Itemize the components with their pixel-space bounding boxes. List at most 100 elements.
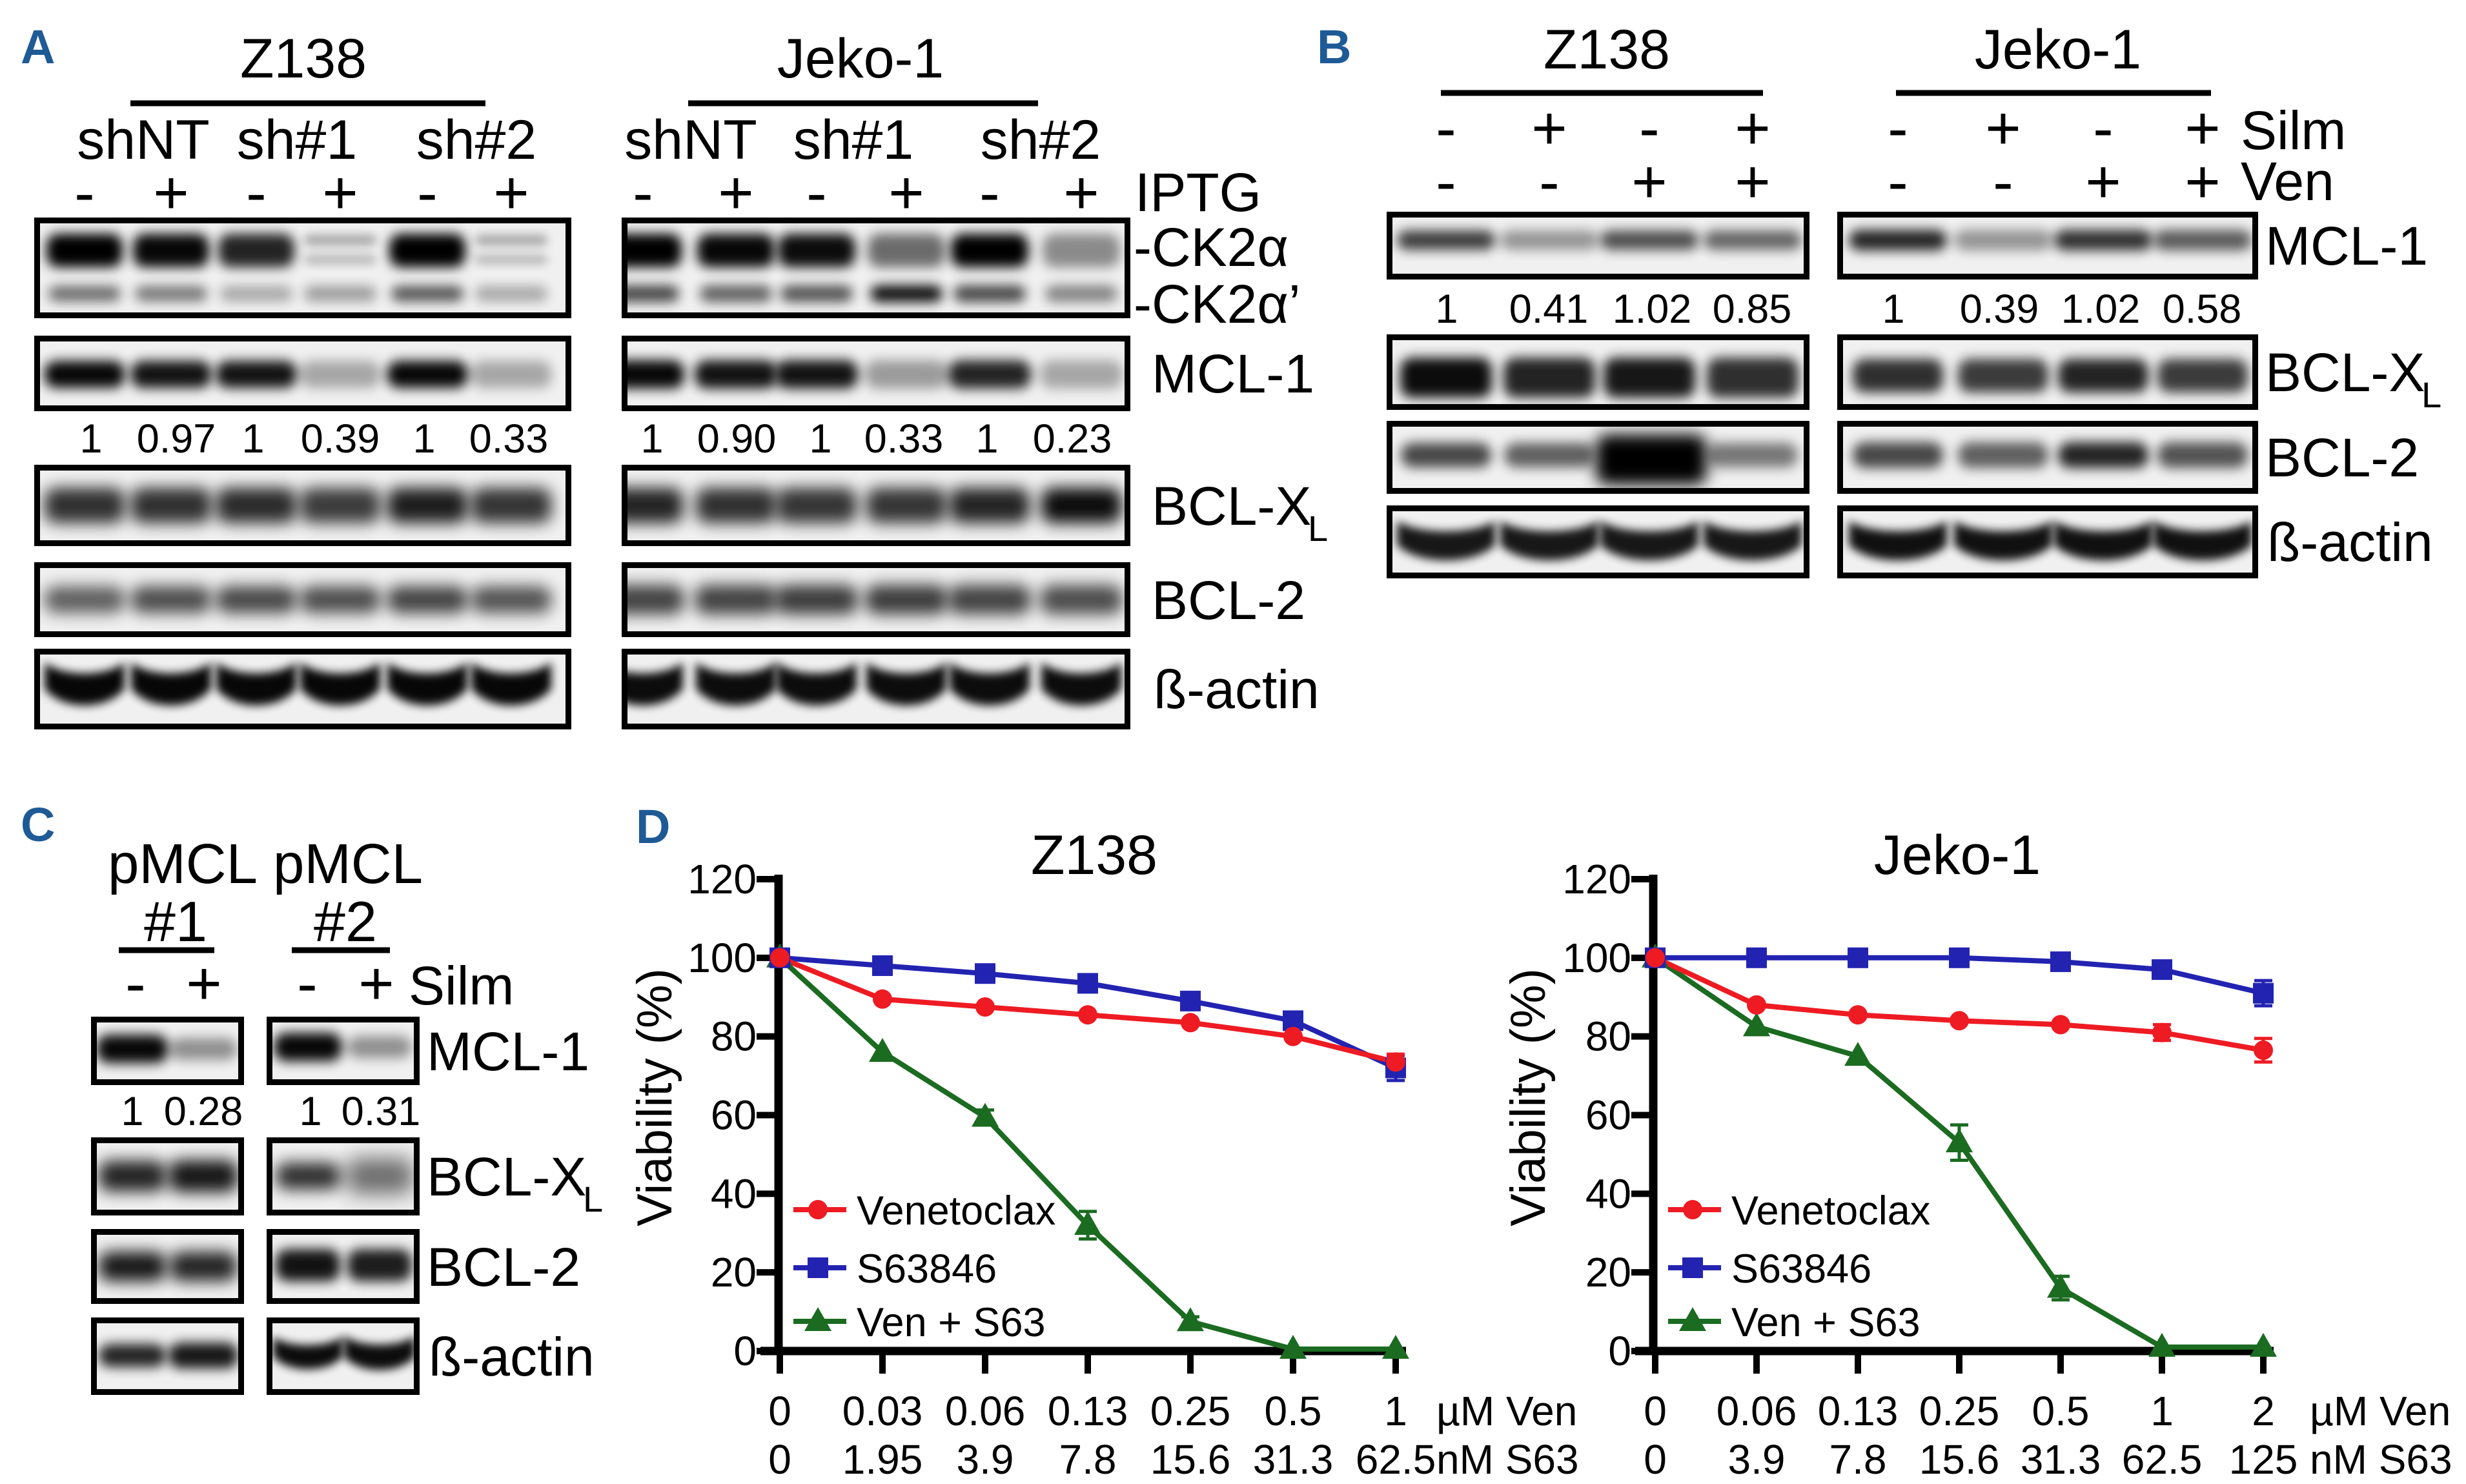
svg-text:Z138: Z138 bbox=[1031, 824, 1157, 886]
svg-text:-: - bbox=[246, 159, 267, 227]
svg-text:60: 60 bbox=[1585, 1092, 1631, 1138]
svg-text:0.33: 0.33 bbox=[864, 416, 944, 462]
svg-text:0.85: 0.85 bbox=[1713, 287, 1792, 332]
svg-text:62.5: 62.5 bbox=[1356, 1436, 1436, 1483]
svg-text:L: L bbox=[1308, 508, 1328, 549]
svg-text:1: 1 bbox=[1435, 287, 1458, 332]
svg-text:-: - bbox=[1436, 94, 1456, 163]
svg-text:100: 100 bbox=[688, 935, 757, 981]
svg-text:µM Ven: µM Ven bbox=[1436, 1388, 1577, 1434]
svg-text:A: A bbox=[21, 20, 55, 74]
svg-text:+: + bbox=[2185, 94, 2220, 163]
svg-text:-: - bbox=[633, 159, 653, 227]
svg-text:20: 20 bbox=[1585, 1249, 1631, 1296]
svg-text:pMCL: pMCL bbox=[108, 833, 258, 895]
svg-text:0.06: 0.06 bbox=[945, 1388, 1026, 1434]
svg-text:7.8: 7.8 bbox=[1829, 1436, 1887, 1483]
svg-text:L: L bbox=[2421, 374, 2441, 415]
svg-text:-: - bbox=[297, 950, 318, 1018]
svg-text:0: 0 bbox=[1644, 1436, 1667, 1483]
svg-text:0.39: 0.39 bbox=[301, 416, 380, 462]
svg-text:-: - bbox=[1888, 148, 1908, 216]
svg-text:0: 0 bbox=[768, 1436, 791, 1483]
svg-text:-: - bbox=[1539, 148, 1560, 216]
svg-text:100: 100 bbox=[1562, 935, 1631, 981]
svg-text:BCL-X: BCL-X bbox=[1152, 476, 1311, 536]
svg-text:BCL-2: BCL-2 bbox=[427, 1237, 580, 1297]
svg-text:Venetoclax: Venetoclax bbox=[1731, 1188, 1930, 1234]
svg-text:Silm: Silm bbox=[2241, 100, 2346, 161]
svg-text:Z138: Z138 bbox=[1544, 19, 1670, 81]
svg-text:1: 1 bbox=[640, 416, 663, 462]
svg-text:0.03: 0.03 bbox=[842, 1388, 923, 1434]
svg-text:-: - bbox=[1436, 148, 1456, 216]
svg-text:Venetoclax: Venetoclax bbox=[857, 1188, 1055, 1234]
svg-text:0: 0 bbox=[733, 1328, 757, 1374]
svg-text:1: 1 bbox=[809, 416, 831, 462]
svg-text:+: + bbox=[1735, 148, 1770, 216]
svg-text:-CK2α: -CK2α bbox=[1134, 217, 1289, 278]
svg-text:120: 120 bbox=[1562, 856, 1631, 902]
svg-text:3.9: 3.9 bbox=[1728, 1436, 1786, 1483]
svg-text:1: 1 bbox=[121, 1089, 143, 1134]
svg-text:0.5: 0.5 bbox=[2032, 1388, 2090, 1434]
svg-text:Ven: Ven bbox=[2241, 151, 2334, 212]
svg-text:62.5: 62.5 bbox=[2122, 1436, 2203, 1483]
svg-text:Ven + S63: Ven + S63 bbox=[857, 1300, 1046, 1345]
svg-text:0.90: 0.90 bbox=[697, 416, 777, 462]
svg-text:pMCL: pMCL bbox=[273, 833, 423, 895]
svg-text:1: 1 bbox=[975, 416, 998, 462]
svg-text:Ven + S63: Ven + S63 bbox=[1731, 1300, 1921, 1345]
svg-text:0.33: 0.33 bbox=[469, 416, 549, 462]
svg-text:C: C bbox=[21, 798, 55, 851]
svg-text:sh#2: sh#2 bbox=[981, 109, 1101, 171]
svg-text:sh#1: sh#1 bbox=[793, 109, 914, 171]
svg-text:1: 1 bbox=[299, 1089, 321, 1134]
svg-text:2: 2 bbox=[2252, 1388, 2275, 1434]
svg-text:Jeko-1: Jeko-1 bbox=[777, 28, 944, 90]
svg-text:-: - bbox=[806, 159, 827, 227]
svg-text:shNT: shNT bbox=[77, 109, 209, 171]
svg-text:80: 80 bbox=[711, 1013, 757, 1060]
svg-text:-: - bbox=[74, 159, 95, 227]
svg-text:#1: #1 bbox=[144, 889, 207, 953]
svg-text:40: 40 bbox=[1585, 1170, 1631, 1217]
svg-text:BCL-2: BCL-2 bbox=[2265, 427, 2419, 488]
svg-text:+: + bbox=[718, 159, 753, 227]
svg-text:0.25: 0.25 bbox=[1150, 1388, 1231, 1434]
svg-text:1.95: 1.95 bbox=[842, 1436, 923, 1483]
svg-text:0.23: 0.23 bbox=[1033, 416, 1112, 462]
svg-text:-: - bbox=[1639, 94, 1660, 163]
svg-text:+: + bbox=[1531, 94, 1567, 163]
svg-text:1.02: 1.02 bbox=[2061, 287, 2141, 332]
svg-text:1: 1 bbox=[1882, 287, 1904, 332]
svg-text:-: - bbox=[1888, 94, 1908, 163]
svg-text:Jeko-1: Jeko-1 bbox=[1874, 824, 2041, 886]
svg-text:B: B bbox=[1317, 20, 1351, 74]
svg-text:MCL-1: MCL-1 bbox=[1152, 343, 1314, 404]
svg-text:+: + bbox=[2185, 148, 2220, 216]
svg-text:BCL-X: BCL-X bbox=[427, 1146, 586, 1207]
svg-text:1.02: 1.02 bbox=[1613, 287, 1692, 332]
svg-text:Jeko-1: Jeko-1 bbox=[1975, 19, 2141, 81]
svg-text:31.3: 31.3 bbox=[1253, 1436, 1334, 1483]
svg-text:0.58: 0.58 bbox=[2163, 287, 2242, 332]
svg-text:-: - bbox=[979, 159, 1000, 227]
svg-text:+: + bbox=[358, 950, 394, 1018]
svg-text:1: 1 bbox=[241, 416, 264, 462]
svg-text:sh#2: sh#2 bbox=[416, 109, 537, 171]
svg-text:ß-actin: ß-actin bbox=[429, 1326, 595, 1387]
svg-text:D: D bbox=[636, 800, 670, 853]
svg-text:sh#1: sh#1 bbox=[237, 109, 358, 171]
svg-text:31.3: 31.3 bbox=[2021, 1436, 2101, 1483]
svg-text:+: + bbox=[1631, 148, 1667, 216]
svg-text:0.31: 0.31 bbox=[341, 1089, 421, 1134]
svg-text:40: 40 bbox=[711, 1170, 757, 1217]
svg-text:MCL-1: MCL-1 bbox=[427, 1021, 589, 1082]
svg-text:+: + bbox=[186, 950, 221, 1018]
svg-text:ß-actin: ß-actin bbox=[1154, 659, 1320, 720]
svg-text:1: 1 bbox=[2150, 1388, 2174, 1434]
svg-text:0.97: 0.97 bbox=[137, 416, 216, 462]
svg-text:20: 20 bbox=[711, 1249, 757, 1296]
svg-text:Viability (%): Viability (%) bbox=[1501, 968, 1556, 1226]
